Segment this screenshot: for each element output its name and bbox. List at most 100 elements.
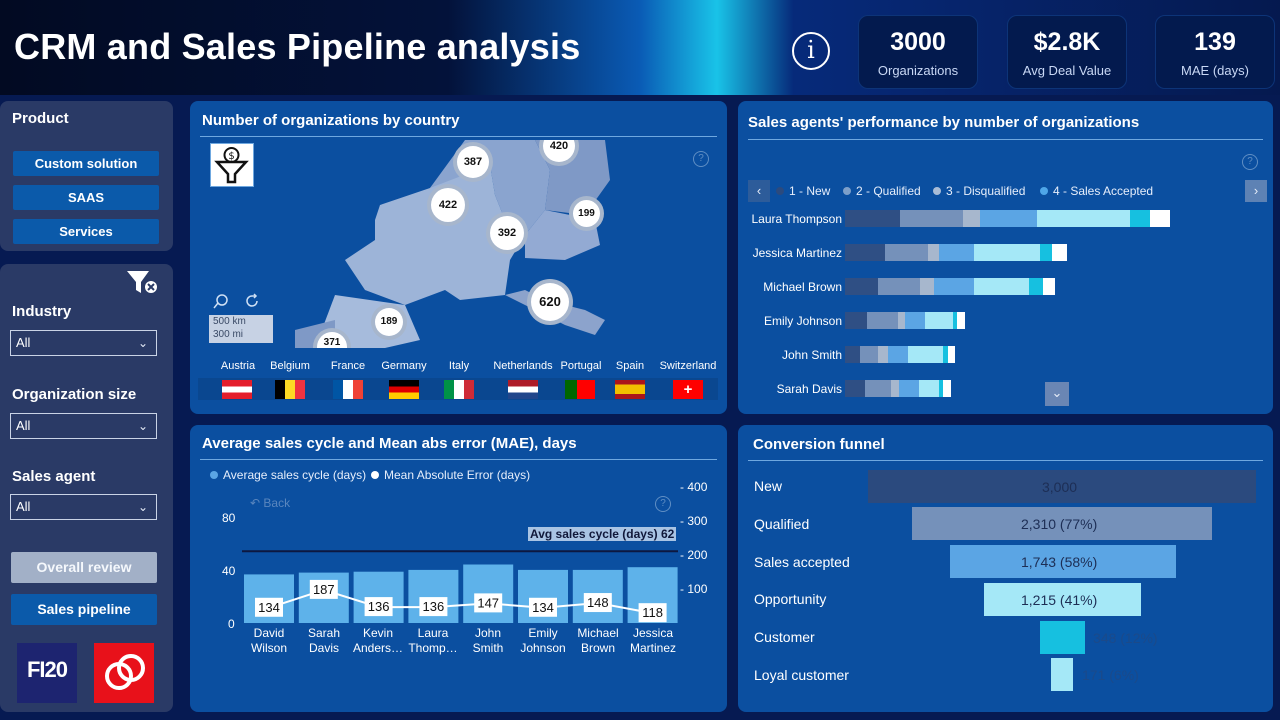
page-title: CRM and Sales Pipeline analysis — [14, 26, 581, 67]
y-right-tick-label: 400 — [687, 480, 708, 494]
netherlands-flag-icon[interactable] — [508, 380, 538, 399]
legend-label: 4 - Sales Accepted — [1053, 184, 1154, 198]
product-services-button[interactable]: Services — [13, 219, 159, 244]
info-icon[interactable]: i — [792, 32, 830, 70]
funnel-bar[interactable] — [950, 545, 1176, 578]
agent-bar[interactable] — [845, 210, 1175, 227]
funnel-stage-label: Loyal customer — [754, 667, 849, 683]
fi20-logo-text: FI20 — [26, 657, 68, 682]
kpi-value: 139 — [1194, 28, 1236, 56]
map-bubble[interactable]: 392 — [490, 216, 524, 250]
kpi-label: MAE (days) — [1181, 63, 1249, 78]
map-bubble[interactable]: 420 — [543, 140, 575, 162]
scroll-down-button[interactable]: ⌄ — [1045, 382, 1069, 406]
agent-bar[interactable] — [845, 244, 1075, 261]
agent-bar[interactable] — [845, 380, 965, 397]
legend-next-button[interactable]: › — [1245, 180, 1267, 202]
funnel-stage-label: Opportunity — [754, 591, 827, 607]
svg-text:$: $ — [228, 151, 234, 162]
portugal-flag-icon[interactable] — [565, 380, 595, 399]
kpi-value: 3000 — [890, 28, 946, 56]
funnel-bar[interactable] — [1051, 658, 1073, 691]
map-bubble[interactable]: 199 — [573, 200, 600, 227]
country-label-germany: Germany — [381, 360, 427, 372]
funnel-bar[interactable] — [912, 507, 1212, 540]
reset-map-icon[interactable] — [244, 293, 260, 309]
map[interactable]: 387 420 422 392 199 620 189 371 — [205, 140, 715, 348]
y-left-tick: 0 — [228, 617, 235, 631]
germany-flag-icon[interactable] — [389, 380, 419, 399]
search-map-icon[interactable] — [213, 293, 229, 309]
mae-data-label: 147 — [477, 595, 499, 610]
agent-bar[interactable] — [845, 312, 975, 329]
filters-panel — [0, 264, 173, 712]
sales-pipeline-button[interactable]: Sales pipeline — [11, 594, 157, 625]
kpi-mae: 139 MAE (days) — [1155, 15, 1275, 89]
belgium-flag-icon[interactable] — [275, 380, 305, 399]
help-icon[interactable]: ? — [693, 151, 709, 167]
mae-data-label: 134 — [258, 600, 280, 615]
funnel-value: 1,743 (58%) — [1021, 554, 1098, 570]
org-size-dropdown[interactable]: All ⌄ — [10, 413, 157, 439]
industry-value: All — [16, 335, 31, 350]
map-bubble[interactable]: 371 — [317, 332, 347, 348]
sales-agent-dropdown[interactable]: All ⌄ — [10, 494, 157, 520]
legend-label: Average sales cycle (days) — [223, 468, 367, 482]
divider — [748, 460, 1263, 461]
industry-dropdown[interactable]: All ⌄ — [10, 330, 157, 356]
funnel-value: 3,000 — [1042, 479, 1078, 495]
funnel-bar[interactable] — [868, 470, 1256, 503]
divider — [200, 459, 717, 460]
legend-item-new: 1 - New — [776, 184, 830, 198]
legend-item-mae: Mean Absolute Error (days) — [371, 468, 530, 482]
mae-label-bg — [255, 597, 283, 617]
legend-item-sales-accepted: 4 - Sales Accepted — [1040, 184, 1153, 198]
mae-data-label: 148 — [587, 595, 609, 610]
spain-flag-icon[interactable] — [615, 380, 645, 399]
legend-label: Mean Absolute Error (days) — [384, 468, 531, 482]
legend-item-avg-cycle: Average sales cycle (days) — [210, 468, 366, 482]
filter-funnel-icon[interactable]: $ — [210, 143, 254, 187]
agent-bar[interactable] — [845, 278, 1065, 295]
help-icon[interactable]: ? — [1242, 154, 1258, 170]
legend-prev-button[interactable]: ‹ — [748, 180, 770, 202]
sales-cycle-chart[interactable]: 134 187 136 136 147 134 148 118 — [238, 515, 688, 625]
agent-name: Emily Johnson — [763, 314, 842, 328]
mae-label-bg — [638, 603, 667, 623]
mae-label-bg — [583, 593, 612, 613]
switzerland-flag-icon[interactable]: + — [673, 380, 703, 399]
back-button[interactable]: ↶ Back — [250, 496, 290, 510]
funnel-bar[interactable] — [984, 583, 1141, 616]
help-icon[interactable]: ? — [655, 496, 671, 512]
product-label: Product — [12, 110, 69, 127]
funnel-bar[interactable] — [1040, 621, 1085, 654]
map-bubble[interactable]: 422 — [431, 188, 465, 222]
austria-flag-icon[interactable] — [222, 380, 252, 399]
map-bubble[interactable]: 387 — [457, 146, 489, 178]
product-custom-solution-button[interactable]: Custom solution — [13, 151, 159, 176]
industry-label: Industry — [12, 303, 72, 320]
mae-data-label: 187 — [313, 582, 335, 597]
clear-filter-icon[interactable] — [125, 268, 159, 298]
x-category-label: Emily Johnson — [520, 626, 566, 655]
org-size-value: All — [16, 418, 31, 433]
overall-review-button[interactable]: Overall review — [11, 552, 157, 583]
agent-name: John Smith — [781, 348, 842, 362]
funnel-value: 171 (6%) — [1082, 667, 1139, 683]
agent-name: Sarah Davis — [776, 382, 842, 396]
legend-label: 3 - Disqualified — [946, 184, 1026, 198]
map-bubble[interactable]: 620 — [531, 283, 569, 321]
x-category-label: Kevin Anders… — [352, 626, 404, 655]
italy-flag-icon[interactable] — [444, 380, 474, 399]
agent-bar[interactable] — [845, 346, 965, 363]
france-flag-icon[interactable] — [333, 380, 363, 399]
kpi-organizations: 3000 Organizations — [858, 15, 978, 89]
legend-label: 1 - New — [789, 184, 831, 198]
map-bubble[interactable]: 189 — [375, 308, 403, 336]
product-saas-button[interactable]: SAAS — [13, 185, 159, 210]
back-label: Back — [263, 496, 291, 510]
funnel-value: 1,215 (41%) — [1021, 592, 1098, 608]
funnel-value: 348 (12%) — [1093, 630, 1158, 646]
scale-mi: 300 mi — [213, 329, 244, 340]
y-left-tick: 80 — [222, 511, 236, 525]
